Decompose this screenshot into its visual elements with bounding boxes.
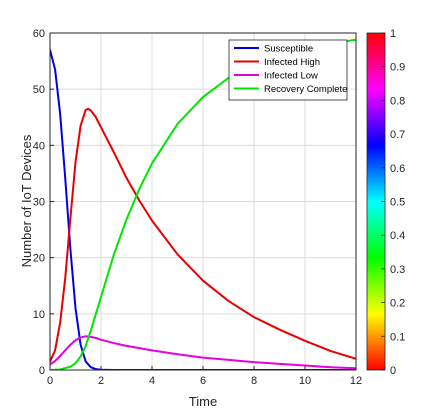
y-tick-label: 20	[33, 253, 45, 265]
x-tick-label: 8	[251, 375, 257, 387]
colorbar-tick-label: 0.1	[390, 331, 405, 343]
y-tick-label: 0	[39, 365, 45, 377]
y-axis-label: Number of IoT Devices	[19, 134, 34, 267]
colorbar-tick-label: 0.5	[390, 197, 405, 209]
x-tick-label: 6	[200, 375, 206, 387]
colorbar-tick-labels: 0 0.1 0.2 0.3 0.4 0.5 0.6 0.7 0.8 0.9 1	[381, 28, 405, 377]
x-tick-label: 10	[299, 375, 311, 387]
y-tick-label: 30	[33, 197, 45, 209]
x-tick-label: 12	[350, 375, 362, 387]
colorbar-tick-label: 0.3	[390, 264, 405, 276]
x-tick-label: 2	[98, 375, 104, 387]
y-tick-label: 50	[33, 84, 45, 96]
legend-label-susceptible: Susceptible	[264, 44, 313, 55]
series-line-infected-low	[50, 335, 356, 370]
legend: Susceptible Infected High Infected Low Reco…	[228, 39, 348, 101]
series-line-susceptible	[50, 48, 356, 370]
x-tick-label: 4	[149, 375, 155, 387]
y-tick-label: 60	[33, 28, 45, 40]
colorbar-tick-label: 0	[390, 365, 396, 377]
colorbar-tick-label: 1	[390, 28, 396, 40]
y-tick-label: 10	[33, 309, 45, 321]
colorbar-tick-label: 0.9	[390, 62, 405, 74]
y-tick-label: 40	[33, 140, 45, 152]
series-line-infected-high	[50, 107, 356, 363]
legend-box	[228, 39, 348, 101]
legend-label-recovery-complete: Recovery Complete	[264, 84, 347, 95]
legend-label-infected-high: Infected High	[264, 57, 320, 68]
colorbar-tick-label: 0.7	[390, 129, 405, 141]
colorbar-tick-label: 0.4	[390, 230, 405, 242]
y-tick-labels: 0 10 20 30 40 50 60	[33, 28, 54, 377]
colorbar-tick-label: 0.8	[390, 95, 405, 107]
colorbar-tick-label: 0.6	[390, 163, 405, 175]
legend-label-infected-low: Infected Low	[264, 71, 318, 82]
colorbar-tick-label: 0.2	[390, 298, 405, 310]
x-tick-label: 0	[47, 375, 53, 387]
x-axis-label: Time	[189, 394, 217, 409]
x-tick-labels: 0 2 4 6 8 10 12	[47, 366, 362, 387]
